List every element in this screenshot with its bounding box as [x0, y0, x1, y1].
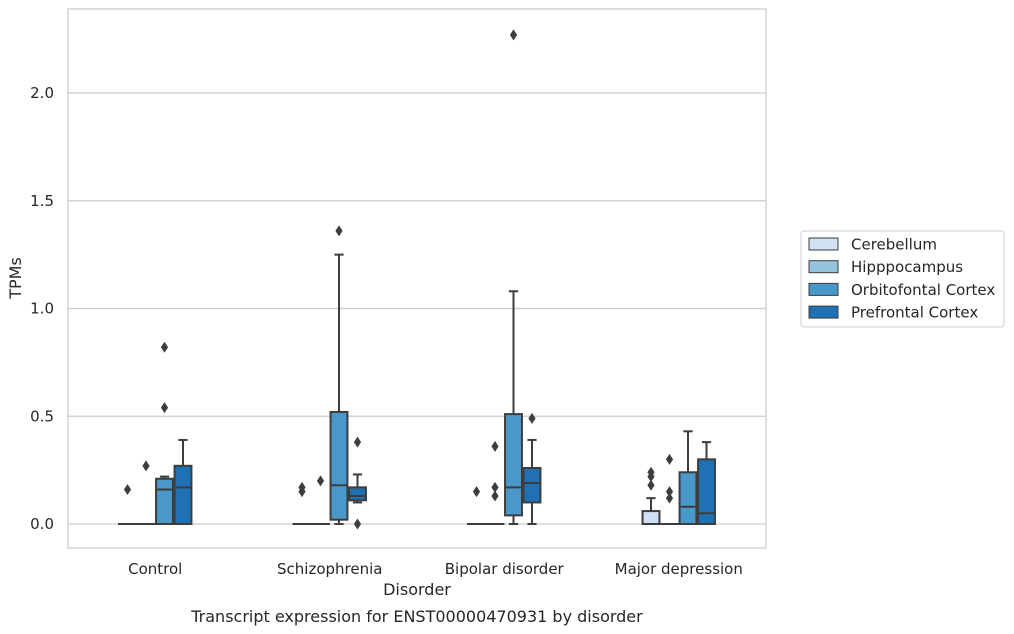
outlier-point [160, 402, 169, 414]
box-2-0 [155, 341, 174, 525]
outlier-point [142, 460, 150, 472]
outlier-point [528, 412, 536, 424]
box-body [504, 413, 523, 517]
outlier-point [491, 440, 499, 452]
outlier-point [123, 484, 132, 496]
x-tick-labels: Control Schizophrenia Bipolar disorder Majo… [128, 560, 743, 578]
x-tick-label: Schizophrenia [277, 560, 382, 578]
outlier-point [472, 486, 481, 498]
legend-label: Prefrontal Cortex [851, 304, 978, 322]
y-tick-label: 1.5 [30, 192, 54, 210]
box-body [697, 458, 716, 526]
box-body [641, 510, 661, 526]
box-0-1 [292, 481, 312, 526]
box-3-3 [697, 441, 716, 526]
box-body [678, 471, 698, 525]
outlier-point [353, 518, 362, 530]
x-tick-label: Major depression [615, 560, 743, 578]
y-tick-label: 1.0 [30, 300, 54, 318]
box-2-1 [329, 225, 349, 525]
legend-label: Cerebellum [851, 236, 937, 254]
outlier-point [353, 436, 362, 448]
outlier-point [316, 475, 325, 487]
outlier-point [665, 486, 674, 498]
box-body [329, 410, 349, 521]
box-2-2 [504, 29, 523, 525]
outlier-point [491, 481, 499, 493]
box-body [173, 464, 193, 526]
boxes [118, 29, 716, 530]
outlier-point [160, 341, 169, 353]
legend-swatch [808, 237, 839, 251]
y-tick-label: 0.5 [30, 407, 54, 425]
outlier-point [647, 466, 655, 478]
x-tick-label: Control [128, 560, 182, 578]
box-1-2 [485, 440, 505, 526]
box-3-0 [173, 438, 193, 526]
box-2-3 [678, 430, 698, 525]
outlier-point [491, 490, 499, 502]
box-body [155, 477, 174, 525]
x-axis-label: Disorder [383, 580, 451, 599]
legend-label: Orbitofontal Cortex [851, 281, 995, 299]
box-body [348, 486, 367, 502]
y-tick-labels: 0.0 0.5 1.0 1.5 2.0 [30, 84, 54, 533]
plot-area [67, 8, 767, 549]
x-tick-label: Bipolar disorder [445, 560, 565, 578]
box-body [522, 466, 542, 504]
legend: Cerebellum Hipppocampus Orbitofontal Corte… [800, 230, 1005, 328]
legend-swatch [808, 305, 839, 319]
box-1-1 [311, 475, 330, 526]
box-1-3 [660, 453, 679, 526]
legend-swatch [808, 282, 839, 296]
y-tick-label: 0.0 [30, 515, 54, 533]
outlier-point [335, 225, 343, 237]
legend-swatch [808, 260, 839, 274]
box-0-0 [118, 484, 137, 526]
legend-label: Hipppocampus [851, 258, 963, 276]
outlier-point [665, 453, 674, 465]
box-0-2 [467, 486, 486, 526]
legend-frame [800, 230, 1005, 328]
y-axis-label: TPMs [6, 257, 25, 300]
box-1-0 [136, 460, 156, 526]
outlier-point [298, 481, 306, 493]
outlier-point [665, 492, 674, 504]
box-3-2 [522, 412, 542, 525]
y-tick-label: 2.0 [30, 84, 54, 102]
chart-caption: Transcript expression for ENST0000047093… [190, 607, 643, 626]
box-3-1 [348, 436, 367, 530]
outlier-point [647, 479, 655, 491]
outlier-point [509, 29, 518, 41]
box-0-3 [641, 466, 661, 526]
